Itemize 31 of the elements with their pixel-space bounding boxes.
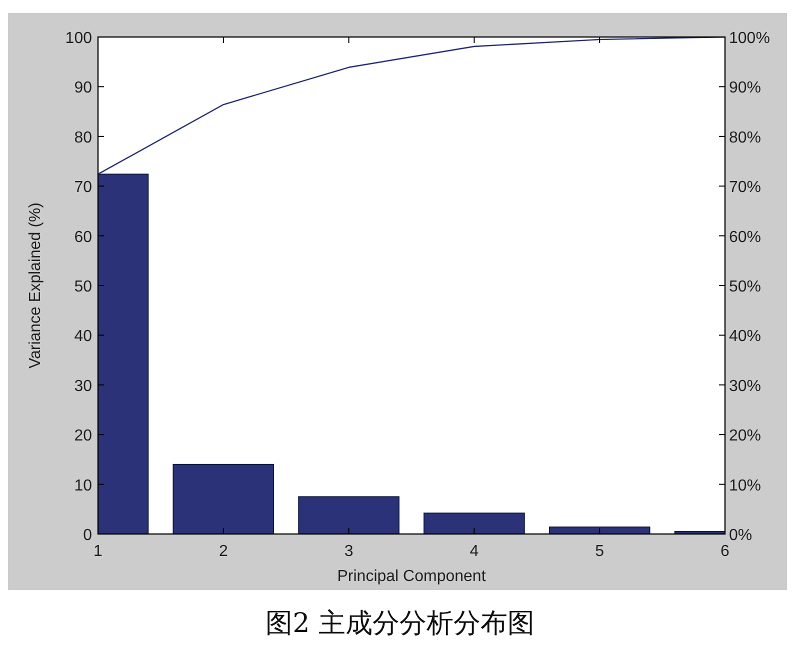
y2-tick-label: 0%: [729, 527, 752, 544]
x-tick-label: 6: [720, 543, 730, 560]
y2-tick-label: 20%: [729, 428, 762, 445]
y-tick-label: 70: [74, 179, 92, 196]
y2-tick-label: 100%: [729, 30, 770, 47]
y2-tick-label: 50%: [729, 278, 762, 296]
y2-tick-label: 70%: [729, 179, 762, 196]
y2-tick-label: 10%: [729, 477, 762, 494]
y2-tick-label: 80%: [729, 129, 762, 146]
x-tick-label: 2: [218, 543, 228, 560]
y2-tick-label: 60%: [729, 228, 762, 246]
y2-tick-label: 90%: [729, 80, 762, 97]
x-tick-label: 3: [344, 543, 354, 560]
y-tick-label: 0: [83, 527, 92, 544]
y-tick-label: 80: [74, 129, 92, 146]
y-tick-label: 30: [74, 378, 92, 395]
y2-tick-label: 40%: [729, 328, 762, 346]
x-tick-label: 4: [470, 543, 479, 560]
x-axis-title: Principal Component: [337, 568, 486, 585]
y-axis-title: Variance Explained (%): [27, 202, 44, 369]
x-tick-label: 5: [595, 543, 604, 560]
y-tick-label: 100: [65, 30, 92, 47]
y2-tick-label: 30%: [729, 378, 762, 395]
y-tick-label: 40: [74, 328, 92, 346]
y-tick-label: 10: [74, 477, 92, 494]
y-tick-label: 20: [74, 428, 92, 445]
y-tick-label: 50: [74, 278, 92, 296]
x-tick-label: 1: [94, 543, 103, 560]
y-tick-label: 90: [74, 80, 92, 97]
y-tick-label: 60: [74, 228, 92, 246]
caption: 图2 主成分分析分布图: [266, 608, 534, 639]
